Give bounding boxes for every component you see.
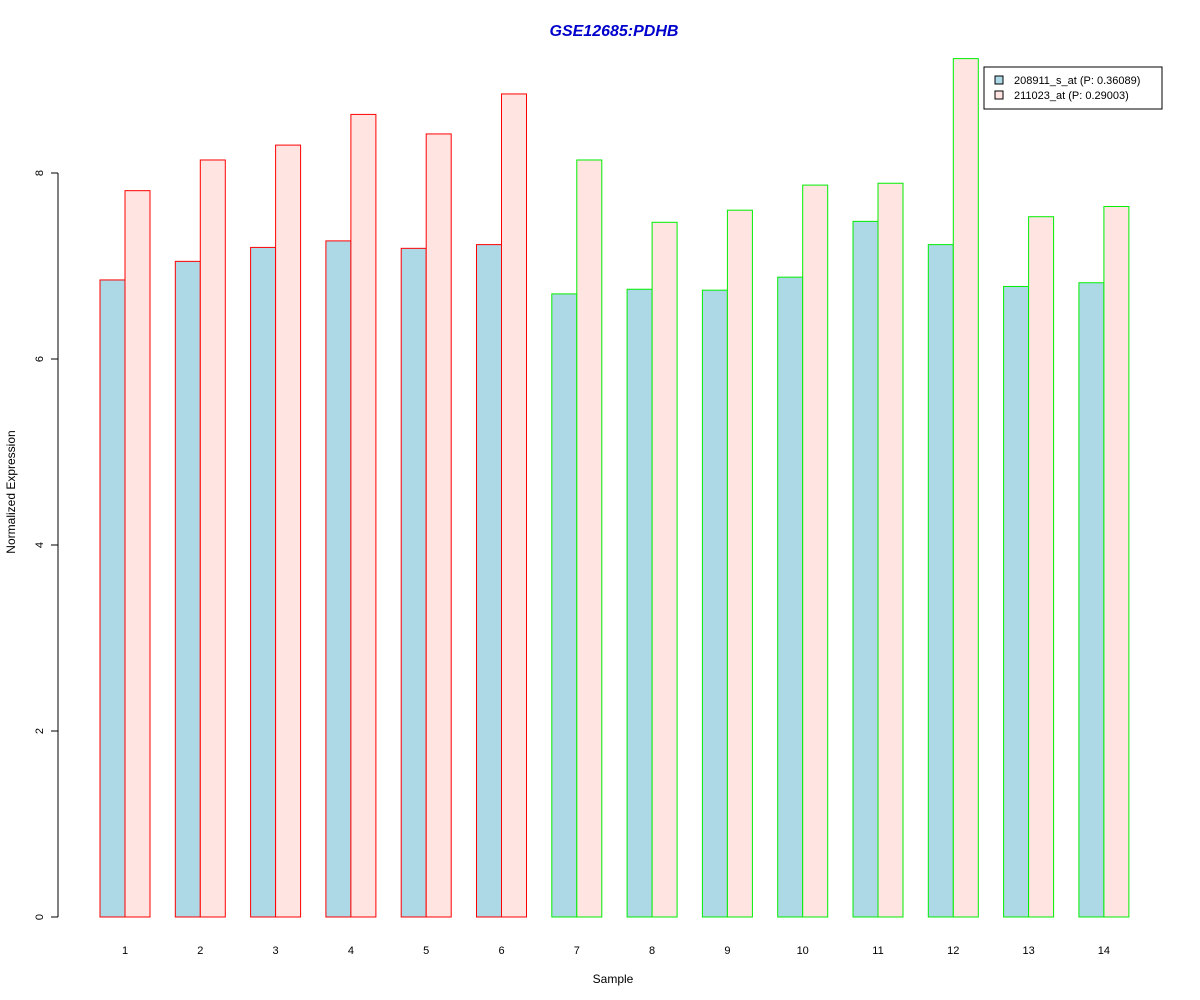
bar-series1-sample-1 (99, 279, 126, 918)
legend-swatch (994, 90, 1004, 100)
y-axis: 0 2 4 6 8 (34, 170, 59, 920)
bar-series2-sample-13 (1028, 216, 1055, 918)
bar-series1-sample-14 (1078, 282, 1105, 918)
x-tick-label: 12 (947, 945, 959, 957)
bar-series2-sample-3 (275, 144, 302, 918)
bar-series1-sample-3 (250, 246, 277, 918)
bar-series2-sample-8 (651, 221, 678, 918)
x-tick-label: 14 (1098, 945, 1110, 957)
x-tick-label: 1 (122, 945, 128, 957)
bar-series1-sample-13 (1003, 285, 1030, 918)
bar-series1-sample-7 (551, 293, 578, 918)
x-tick-label: 13 (1022, 945, 1034, 957)
x-tick-label: 8 (649, 945, 655, 957)
bar-series2-sample-10 (802, 184, 829, 918)
bars-group (99, 58, 1130, 918)
x-tick-label: 6 (498, 945, 504, 957)
legend: 208911_s_at (P: 0.36089) 211023_at (P: 0.… (983, 66, 1163, 110)
bar-series2-sample-4 (350, 113, 377, 918)
x-tick-label: 9 (724, 945, 730, 957)
bar-series1-sample-10 (777, 276, 804, 918)
y-tick-label: 8 (34, 170, 46, 176)
bar-series2-sample-2 (199, 159, 226, 918)
bar-series1-sample-2 (174, 260, 201, 918)
y-tick-label: 4 (34, 542, 46, 548)
legend-swatch (994, 75, 1004, 85)
x-tick-labels: 1 2 3 4 5 6 7 8 9 10 11 12 13 14 (122, 945, 1110, 957)
chart-title: GSE12685:PDHB (550, 23, 679, 40)
x-tick-label: 7 (574, 945, 580, 957)
bar-series2-sample-6 (501, 93, 527, 918)
bar-series1-sample-11 (852, 220, 879, 918)
x-tick-label: 4 (348, 945, 354, 957)
y-tick-label: 0 (34, 914, 46, 920)
legend-entry-label: 211023_at (P: 0.29003) (1014, 90, 1129, 102)
bar-series2-sample-1 (124, 190, 151, 918)
bar-series1-sample-4 (325, 240, 352, 918)
legend-box (983, 66, 1163, 110)
y-tick-label: 6 (34, 356, 46, 362)
bar-series1-sample-5 (400, 247, 427, 918)
x-axis-label: Sample (593, 972, 634, 986)
bar-series2-sample-5 (425, 133, 452, 918)
bar-series1-sample-12 (927, 244, 954, 918)
bar-series2-sample-12 (952, 58, 979, 918)
bar-series1-sample-9 (701, 289, 728, 918)
bar-series1-sample-8 (626, 288, 653, 918)
x-tick-label: 3 (273, 945, 279, 957)
bar-series1-sample-6 (476, 244, 502, 918)
y-tick-label: 2 (34, 728, 46, 734)
bar-series2-sample-14 (1103, 205, 1130, 918)
x-tick-label: 11 (872, 945, 883, 957)
x-tick-label: 2 (197, 945, 203, 957)
x-tick-label: 10 (797, 945, 809, 957)
y-axis-label: Normalized Expression (4, 430, 18, 553)
bar-series2-sample-7 (576, 159, 603, 918)
bar-series2-sample-11 (877, 182, 904, 918)
x-tick-label: 5 (423, 945, 429, 957)
bar-series2-sample-9 (726, 209, 753, 918)
legend-entry-label: 208911_s_at (P: 0.36089) (1014, 75, 1140, 87)
